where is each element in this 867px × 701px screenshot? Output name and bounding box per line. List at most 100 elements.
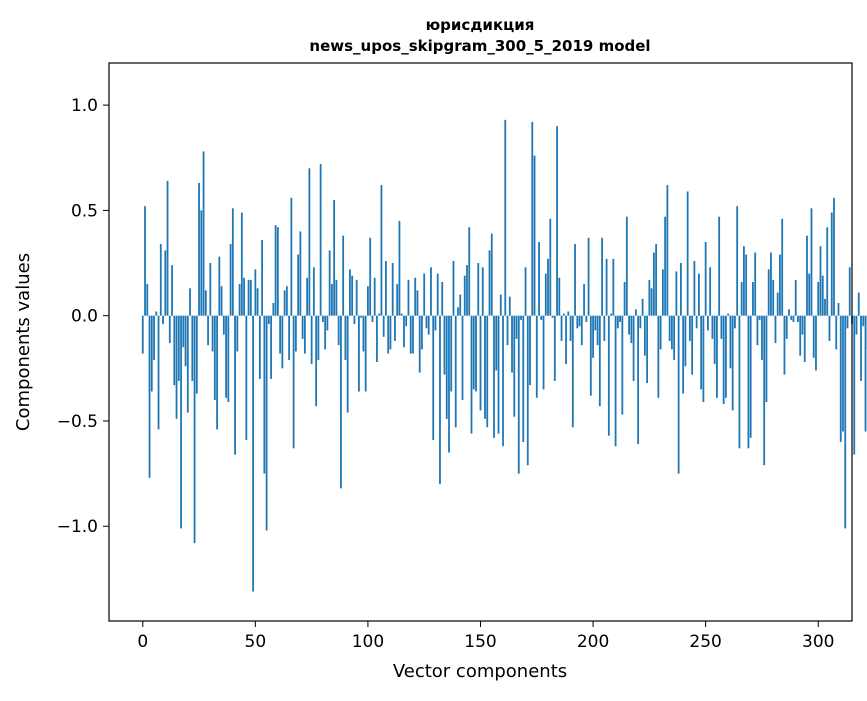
bar-component-287: [788, 309, 790, 315]
bar-component-86: [336, 280, 338, 316]
bar-component-3: [149, 316, 151, 478]
bar-component-148: [475, 316, 477, 392]
bar-component-62: [281, 316, 283, 369]
bar-component-64: [286, 286, 288, 315]
bar-component-23: [194, 316, 196, 543]
bar-component-293: [802, 316, 804, 335]
bar-component-169: [522, 316, 524, 442]
x-axis-label: Vector components: [393, 661, 567, 682]
x-tick-label: 100: [352, 632, 384, 652]
bar-component-104: [376, 316, 378, 362]
bar-component-206: [606, 259, 608, 316]
y-tick-label: 1.0: [71, 96, 98, 116]
bar-component-216: [628, 316, 630, 335]
bar-component-219: [635, 309, 637, 315]
bar-component-161: [504, 120, 506, 316]
bar-component-247: [698, 274, 700, 316]
bar-component-207: [608, 316, 610, 436]
bar-component-233: [666, 185, 668, 316]
bar-component-241: [684, 316, 686, 367]
bar-component-115: [401, 314, 403, 316]
bar-component-280: [772, 280, 774, 316]
bar-component-22: [191, 316, 193, 381]
bar-component-73: [306, 278, 308, 316]
bar-component-319: [860, 316, 862, 381]
bar-component-176: [538, 242, 540, 316]
bar-component-196: [583, 284, 585, 316]
bar-component-65: [288, 316, 290, 360]
bar-component-125: [423, 274, 425, 316]
bar-component-74: [308, 168, 310, 315]
bar-component-0: [142, 316, 144, 354]
bar-component-66: [290, 198, 292, 316]
bar-component-149: [477, 263, 479, 316]
bar-component-160: [502, 316, 504, 447]
bar-component-25: [198, 183, 200, 316]
bar-component-35: [221, 286, 223, 315]
bar-component-297: [811, 208, 813, 315]
bar-component-235: [671, 316, 673, 350]
bar-component-192: [574, 244, 576, 316]
bar-component-133: [441, 282, 443, 316]
bar-component-150: [480, 316, 482, 411]
bar-component-237: [675, 271, 677, 315]
bar-component-186: [561, 316, 563, 341]
bar-component-200: [592, 316, 594, 358]
bar-component-204: [601, 238, 603, 316]
bar-component-136: [448, 316, 450, 453]
bar-component-248: [700, 316, 702, 390]
bar-component-185: [558, 278, 560, 316]
bar-component-267: [743, 246, 745, 315]
bar-component-4: [151, 316, 153, 392]
bar-component-276: [763, 316, 765, 466]
bar-component-107: [383, 316, 385, 337]
bar-component-302: [822, 276, 824, 316]
bar-component-230: [660, 316, 662, 350]
bar-component-41: [234, 316, 236, 455]
bar-component-313: [847, 316, 849, 329]
bar-component-77: [315, 316, 317, 407]
bar-component-76: [313, 267, 315, 315]
bar-component-307: [833, 198, 835, 316]
bar-component-8: [160, 244, 162, 316]
x-tick-label: 250: [689, 632, 721, 652]
bar-component-90: [345, 316, 347, 360]
bar-component-78: [317, 316, 319, 360]
bar-component-198: [588, 238, 590, 316]
bar-component-292: [799, 316, 801, 356]
bar-component-33: [216, 316, 218, 430]
bar-component-298: [813, 316, 815, 358]
bar-component-162: [507, 316, 509, 345]
bar-component-259: [725, 316, 727, 398]
bar-component-122: [417, 290, 419, 315]
bar-component-254: [714, 316, 716, 364]
bar-component-189: [567, 311, 569, 315]
bar-component-97: [360, 316, 362, 318]
bar-component-317: [856, 316, 858, 335]
bar-component-111: [392, 263, 394, 316]
x-tick-label: 150: [464, 632, 496, 652]
bar-component-310: [840, 316, 842, 442]
bar-component-221: [639, 316, 641, 329]
chart-title-line-2: news_upos_skipgram_300_5_2019 model: [309, 37, 650, 55]
bar-component-164: [511, 316, 513, 373]
bar-component-52: [259, 316, 261, 379]
bar-component-188: [565, 316, 567, 364]
bar-component-172: [529, 316, 531, 385]
bar-component-171: [527, 316, 529, 466]
bar-component-190: [570, 316, 572, 341]
bar-component-215: [626, 217, 628, 316]
bar-component-314: [849, 267, 851, 315]
bar-component-101: [369, 238, 371, 316]
bar-component-278: [768, 269, 770, 315]
bar-component-236: [673, 316, 675, 360]
bar-component-121: [414, 278, 416, 316]
bar-component-27: [203, 151, 205, 315]
bar-component-116: [403, 316, 405, 348]
bar-component-282: [777, 293, 779, 316]
bar-component-137: [450, 316, 452, 392]
bar-component-242: [687, 191, 689, 315]
bar-component-143: [464, 276, 466, 316]
bar-component-131: [437, 274, 439, 316]
bar-component-234: [669, 316, 671, 341]
